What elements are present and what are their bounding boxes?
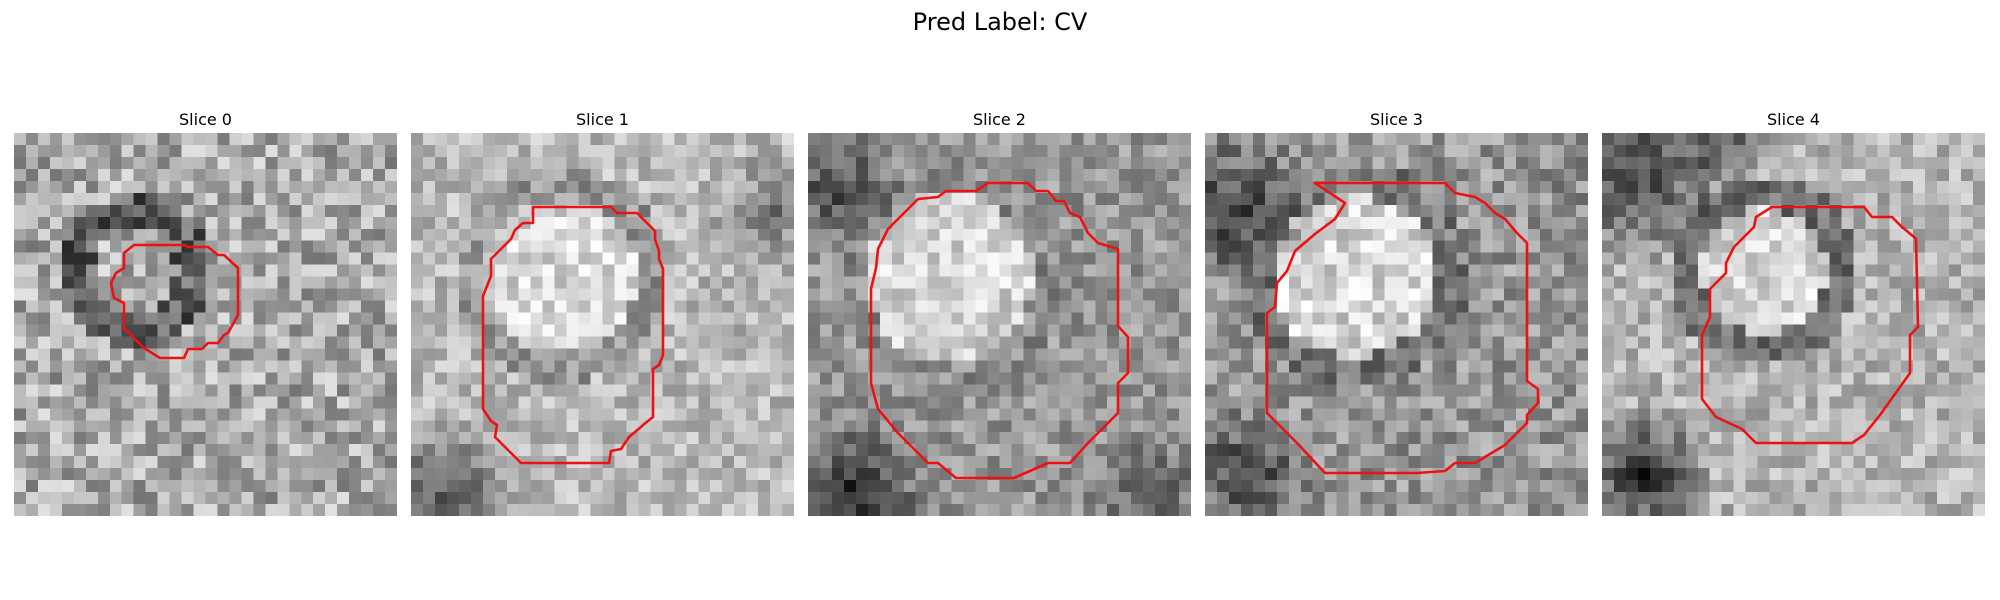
slice-overlay-0 xyxy=(109,243,240,360)
slice-pixels-0 xyxy=(14,133,397,516)
segmentation-contour-1 xyxy=(481,205,665,465)
slice-pixels-1 xyxy=(411,133,794,516)
segmentation-contour-4 xyxy=(1700,205,1920,445)
slice-overlay-2 xyxy=(869,181,1130,480)
slice-title-1: Slice 1 xyxy=(576,110,629,129)
slice-overlay-3 xyxy=(1265,181,1540,475)
slice-image-1 xyxy=(411,133,794,516)
figure-title: Pred Label: CV xyxy=(912,8,1088,36)
slice-overlay-4 xyxy=(1700,205,1920,445)
slice-image-0 xyxy=(14,133,397,516)
segmentation-contour-2 xyxy=(869,181,1130,480)
segmentation-contour-0 xyxy=(109,243,240,360)
slice-title-0: Slice 0 xyxy=(179,110,232,129)
slice-image-2 xyxy=(808,133,1191,516)
segmentation-contour-3 xyxy=(1265,181,1540,475)
slice-title-3: Slice 3 xyxy=(1370,110,1423,129)
slice-title-2: Slice 2 xyxy=(973,110,1026,129)
slice-overlay-1 xyxy=(481,205,665,465)
slice-image-4 xyxy=(1602,133,1985,516)
slice-pixels-3 xyxy=(1205,133,1588,516)
slice-image-3 xyxy=(1205,133,1588,516)
slice-title-4: Slice 4 xyxy=(1767,110,1820,129)
slice-pixels-4 xyxy=(1602,133,1985,516)
